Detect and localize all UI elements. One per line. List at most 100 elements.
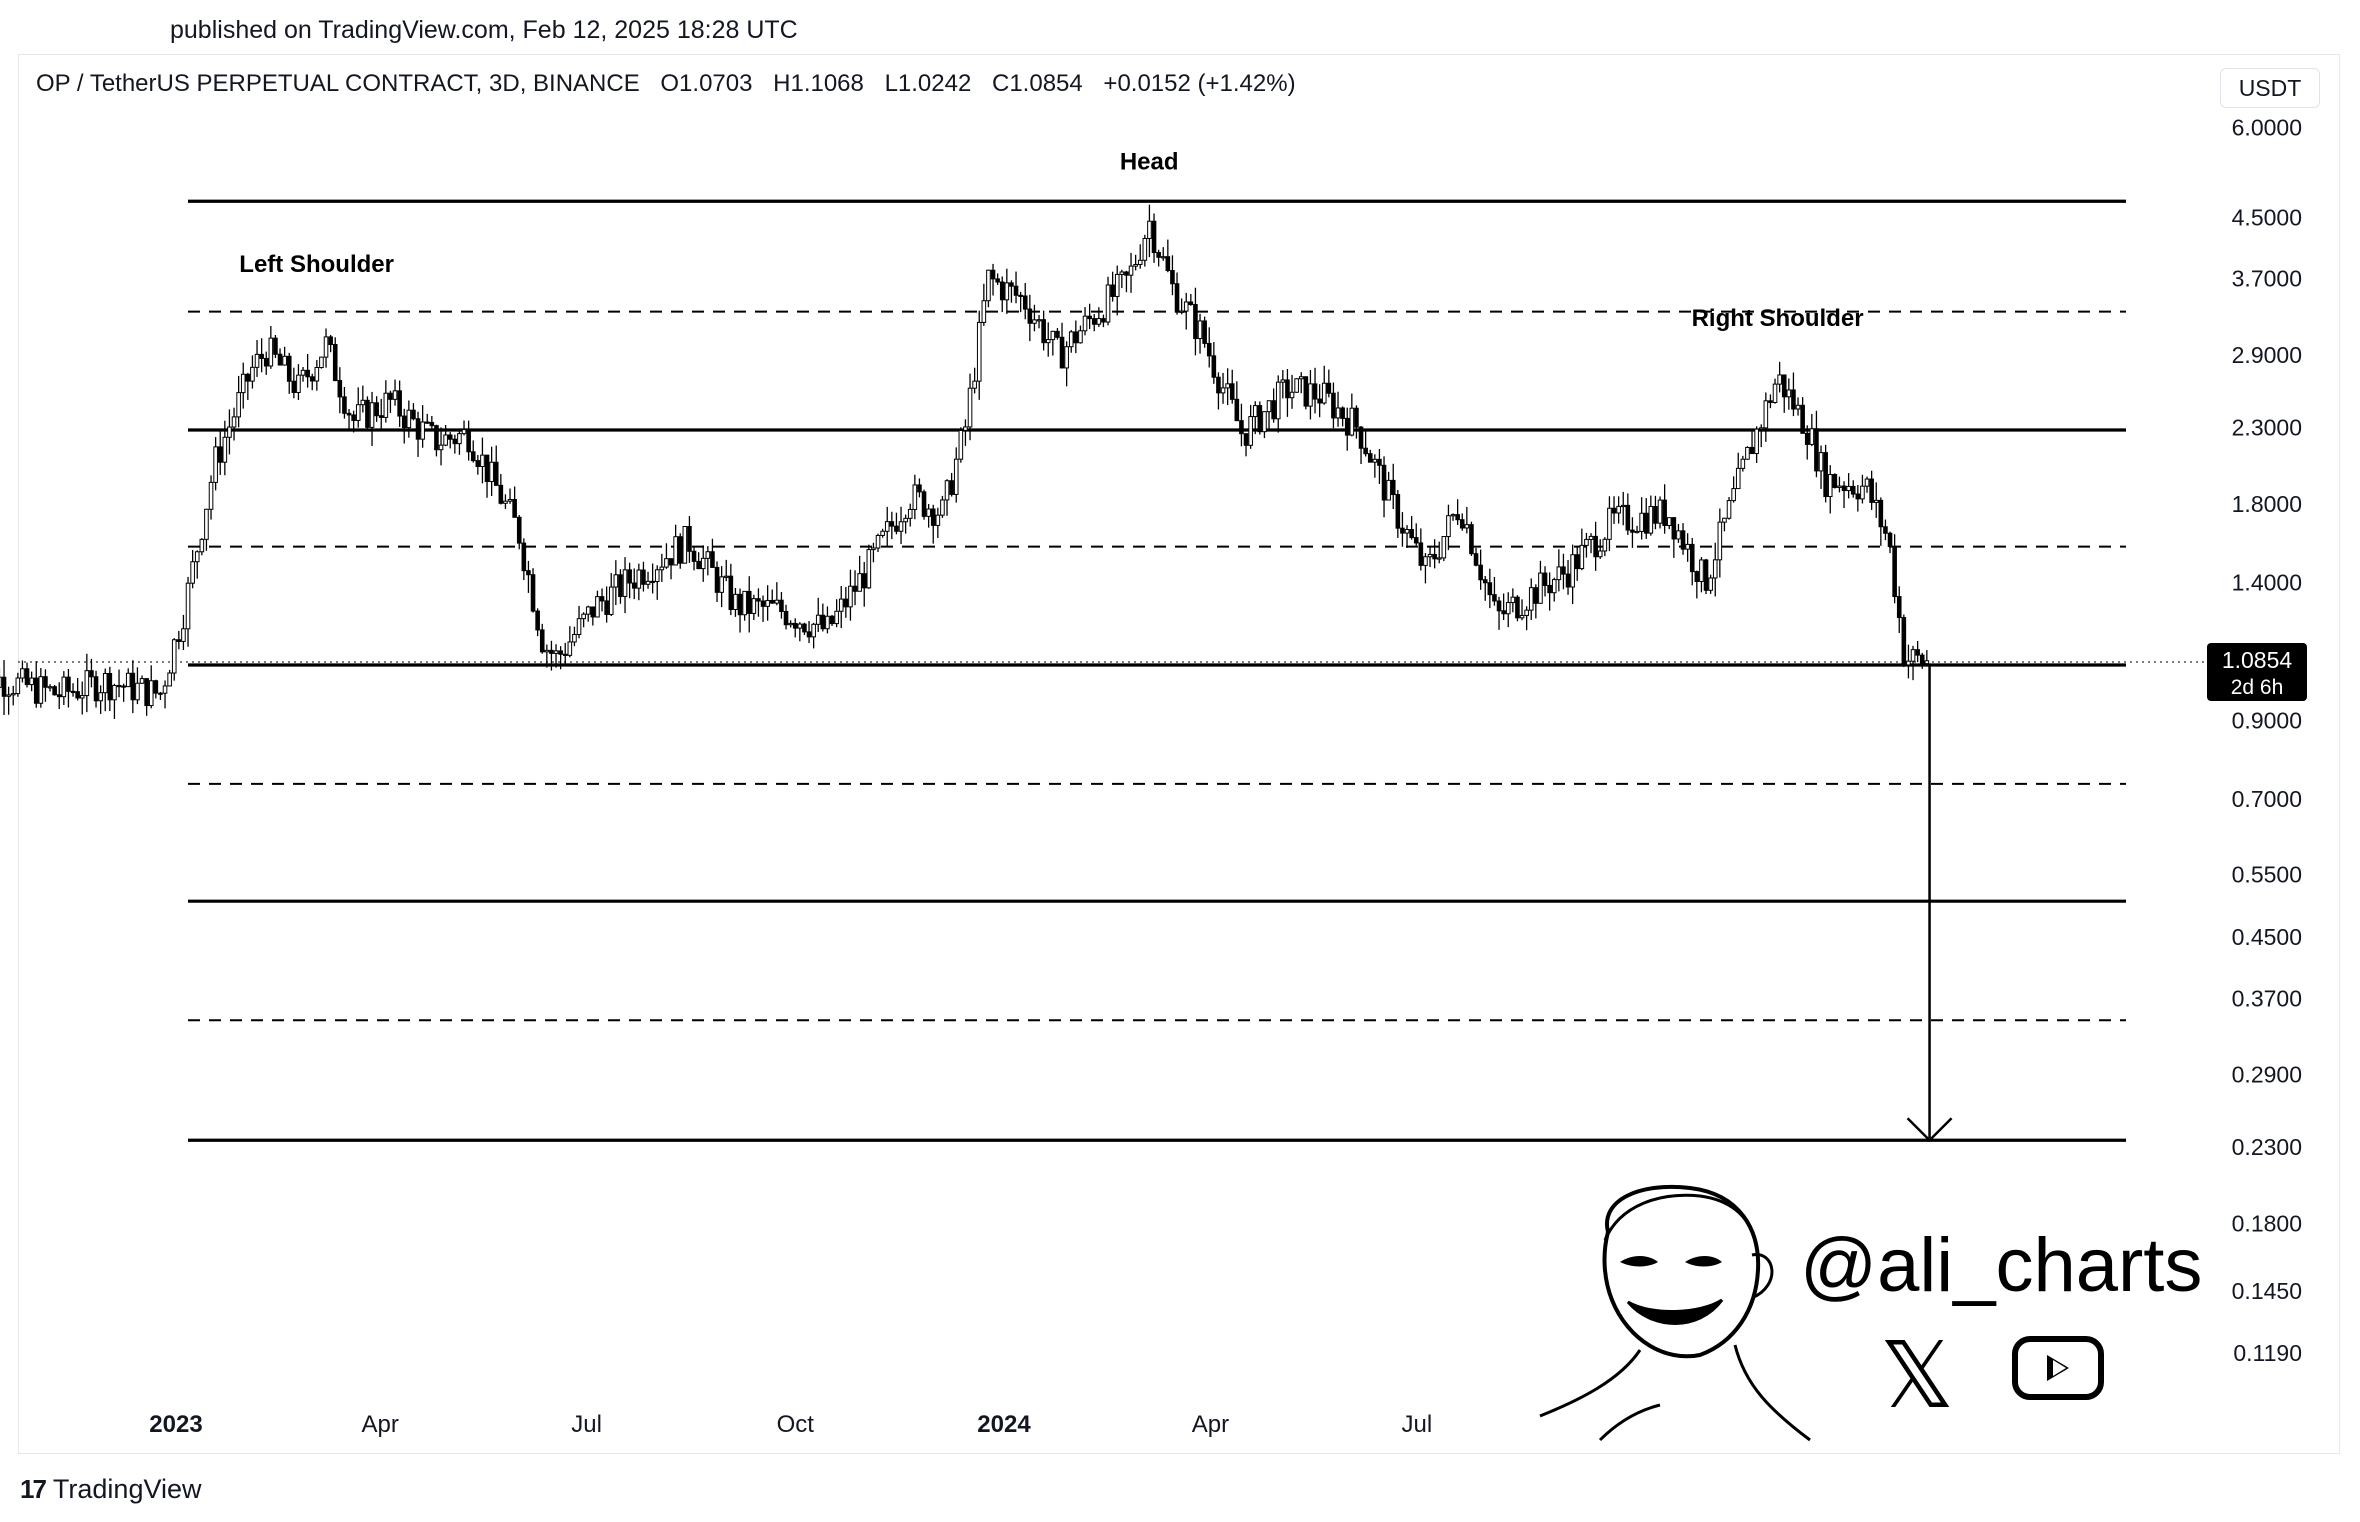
candle: [549, 640, 554, 671]
candle: [1156, 249, 1161, 267]
candle-body-down: [1101, 318, 1106, 323]
candle-body-up: [185, 582, 191, 630]
candle-body-down: [650, 580, 655, 584]
candle-body-down: [1680, 530, 1686, 550]
candle-body-up: [236, 392, 241, 418]
candle: [424, 413, 430, 425]
candle: [1114, 265, 1120, 316]
candle-body-down: [1377, 458, 1382, 466]
candle-body-up: [1777, 374, 1782, 385]
candle-body-up: [1786, 389, 1792, 398]
candle-body-down: [484, 454, 490, 483]
candle: [1298, 372, 1304, 394]
candle-body-down: [286, 355, 292, 382]
candle: [1459, 513, 1465, 531]
candle: [1239, 403, 1244, 447]
candle-body-up: [834, 610, 839, 625]
price-tick-label: 3.7000: [2232, 266, 2302, 292]
candle-body-up: [811, 623, 816, 638]
candle: [93, 670, 99, 708]
candle-body-up: [1004, 282, 1010, 301]
candle-body-down: [1533, 587, 1539, 604]
candle: [1597, 539, 1603, 559]
candle: [346, 409, 352, 430]
candle: [1662, 484, 1667, 534]
candle-body-down: [93, 676, 99, 702]
candle: [1142, 234, 1148, 267]
candle-body-up: [227, 426, 232, 438]
candle: [181, 614, 186, 651]
candle: [1009, 280, 1014, 303]
time-tick-label: Jul: [1402, 1411, 1433, 1438]
candle: [296, 364, 301, 400]
candle-body-up: [204, 508, 209, 540]
candle-body-down: [1662, 499, 1667, 526]
candle: [769, 589, 775, 604]
candle: [392, 379, 398, 406]
candle-body-up: [1731, 488, 1736, 502]
candle-body-up: [572, 633, 577, 643]
candle: [475, 454, 481, 475]
candle-body-up: [480, 454, 485, 467]
candle: [1055, 328, 1060, 340]
candle: [1906, 644, 1911, 679]
candle-body-down: [1303, 376, 1309, 407]
tradingview-logo[interactable]: 17 TradingView: [20, 1474, 202, 1505]
candle: [1022, 283, 1028, 320]
candle: [1883, 519, 1888, 541]
candle-body-down: [397, 390, 402, 417]
candle-body-down: [1363, 447, 1368, 455]
candle: [544, 644, 550, 668]
candle: [15, 672, 21, 697]
chart-frame: [18, 54, 2340, 1454]
candle: [848, 569, 853, 621]
candle: [1579, 528, 1585, 571]
candle-body-up: [659, 566, 665, 571]
candle: [162, 680, 168, 709]
candle: [1542, 566, 1548, 597]
candle-body-up: [1160, 256, 1166, 259]
candle: [1561, 553, 1566, 590]
candle: [1547, 572, 1552, 611]
candle: [397, 380, 402, 427]
candle-body-up: [1266, 400, 1272, 413]
candle-body-down: [498, 484, 504, 504]
symbol-name[interactable]: OP / TetherUS PERPETUAL CONTRACT, 3D, BI…: [36, 70, 640, 97]
candle-body-down: [89, 670, 94, 678]
candle-body-down: [1091, 318, 1097, 325]
candle: [1602, 537, 1608, 557]
candle: [1101, 314, 1106, 328]
currency-button[interactable]: USDT: [2220, 68, 2320, 108]
candle-body-up: [98, 692, 103, 702]
candle-body-down: [475, 460, 481, 467]
candle: [659, 553, 665, 582]
candle-body-down: [1547, 584, 1552, 594]
time-tick-label: Oct: [777, 1411, 815, 1438]
candle-body-up: [20, 668, 25, 679]
candle: [250, 355, 255, 389]
candle: [1487, 568, 1493, 609]
candle: [700, 545, 706, 582]
candle: [1432, 539, 1437, 569]
candle: [480, 437, 485, 484]
candle: [981, 283, 987, 326]
candle-body-down: [1892, 546, 1897, 598]
candle: [535, 608, 540, 637]
candle: [815, 597, 821, 632]
candle: [1781, 374, 1787, 413]
candle: [1786, 378, 1792, 410]
candle-body-down: [562, 653, 568, 656]
candle-body-down: [1469, 524, 1474, 555]
candle-body-down: [1492, 594, 1497, 602]
candle: [447, 432, 453, 449]
candle: [1358, 425, 1364, 464]
candle: [1505, 592, 1511, 628]
candle-body-down: [1413, 537, 1419, 544]
candle-body-down: [1395, 494, 1401, 529]
price-tick-label: 0.4500: [2232, 924, 2302, 950]
candle-body-up: [1910, 649, 1916, 662]
candle-body-down: [737, 593, 743, 616]
candle: [213, 437, 218, 491]
candle: [1147, 204, 1152, 258]
